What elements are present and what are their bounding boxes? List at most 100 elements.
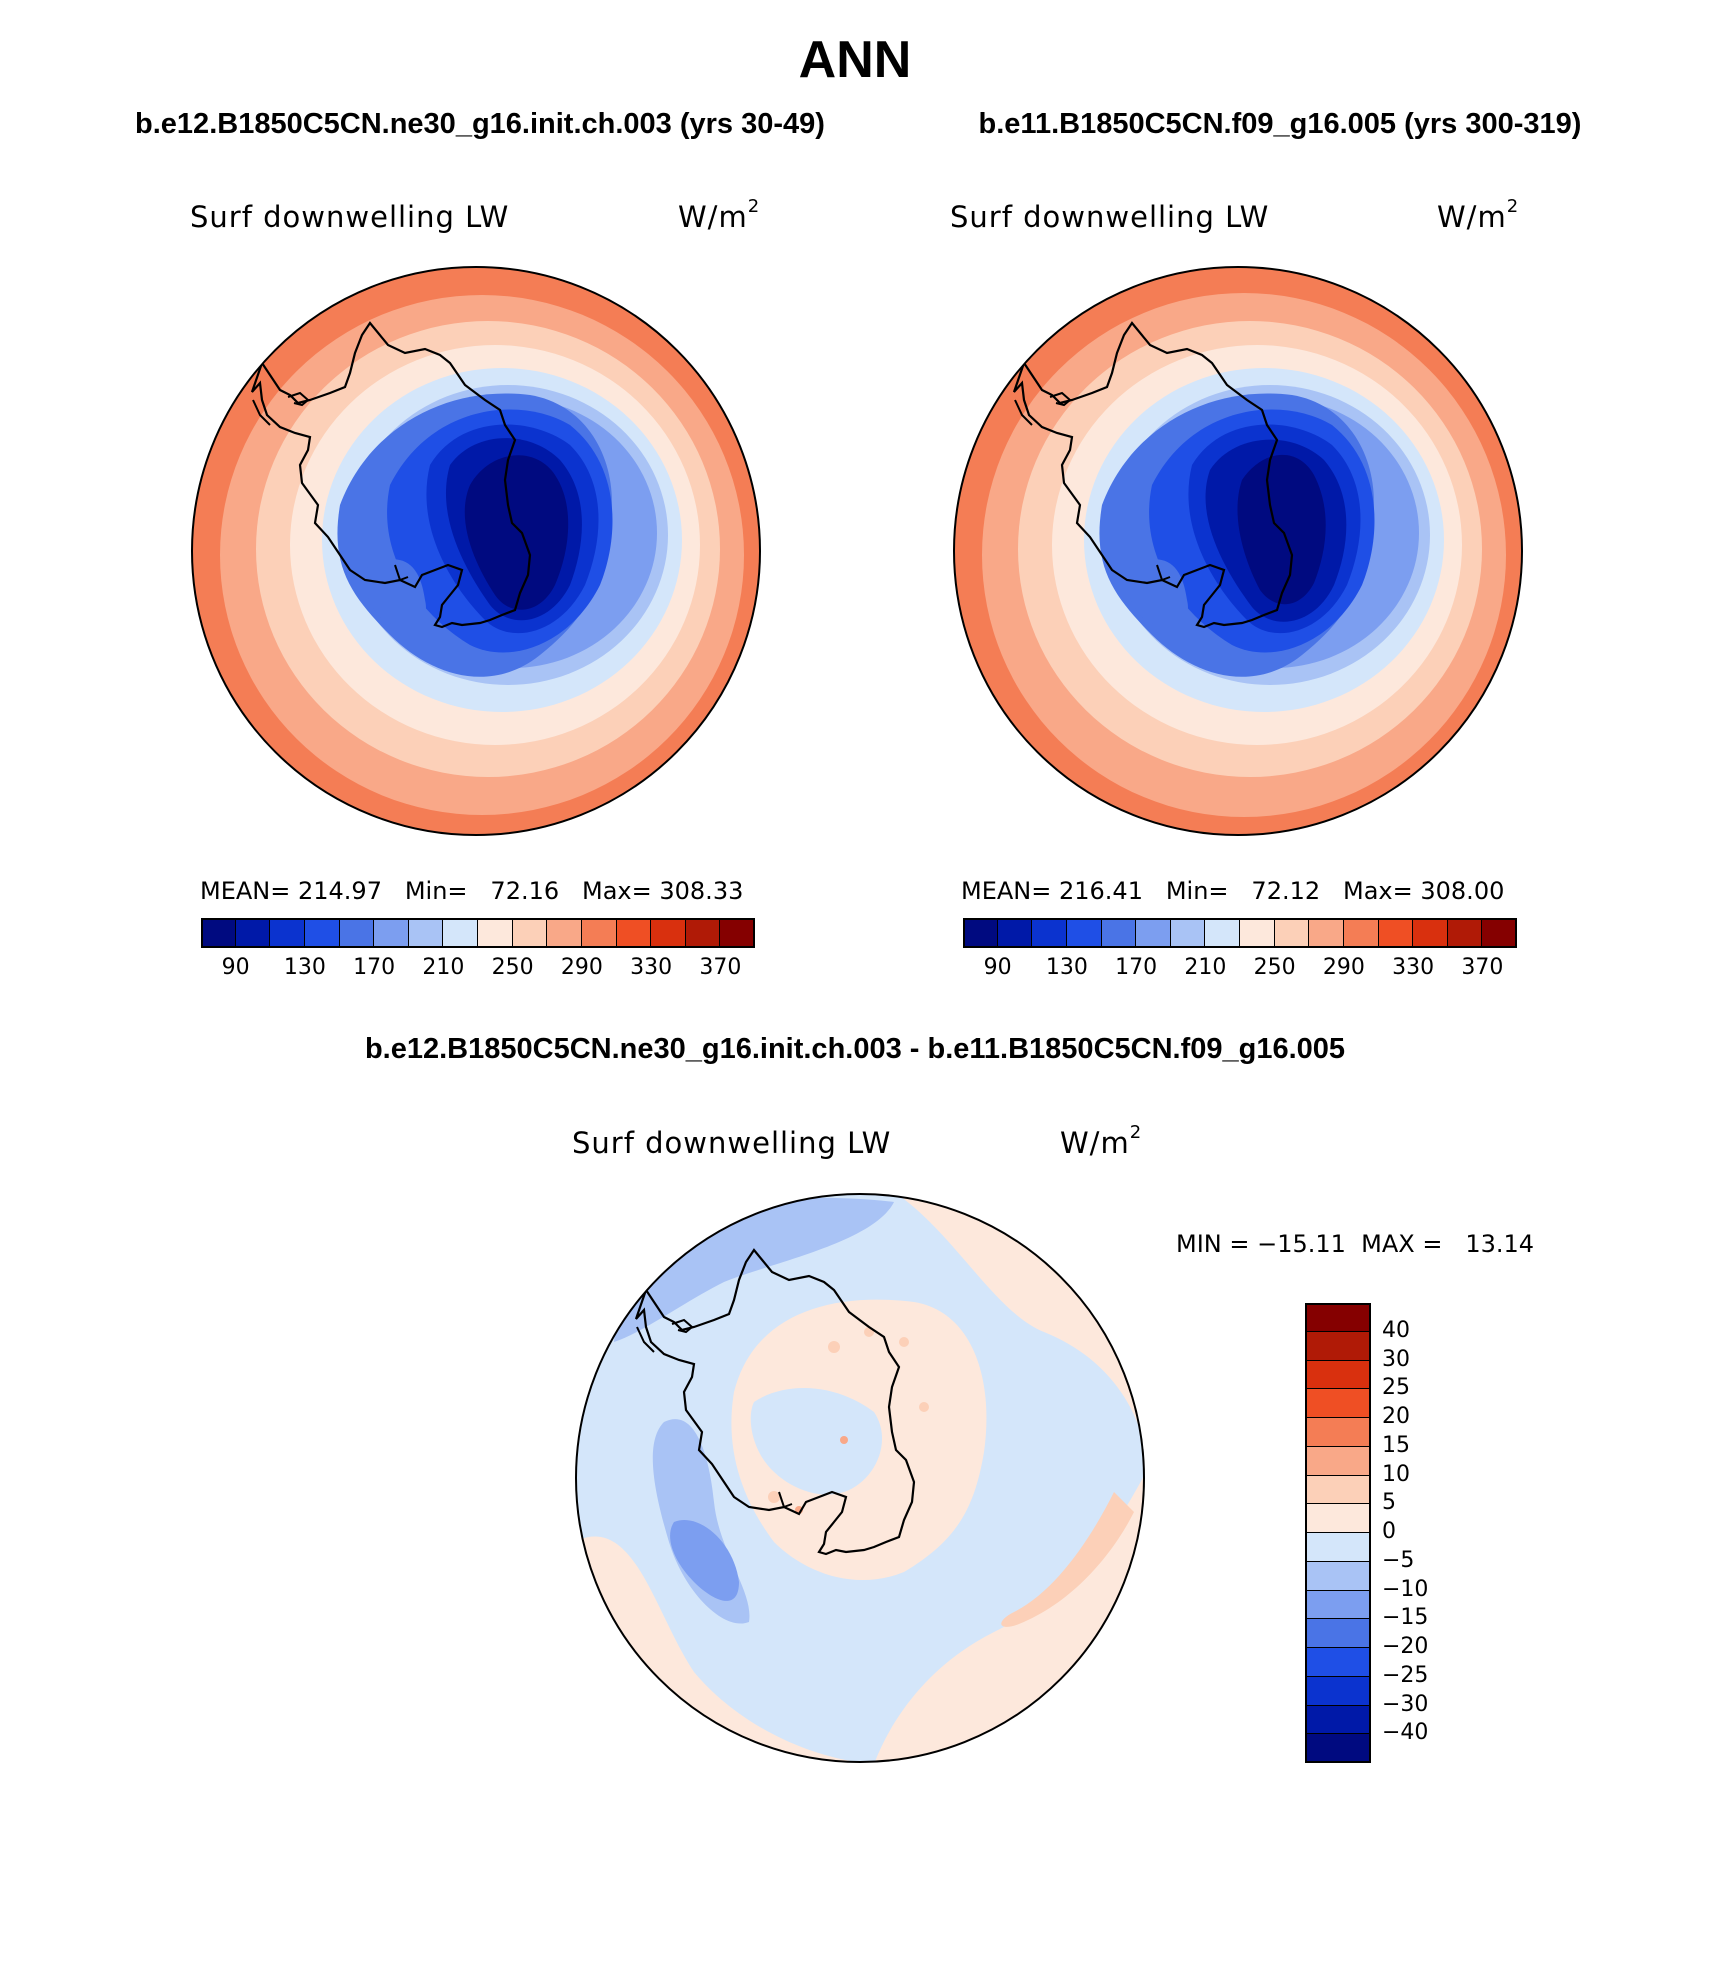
colorbar-swatch <box>1305 1705 1371 1735</box>
colorbar-tick-label: 20 <box>1382 1404 1410 1429</box>
panel-b-variable: Surf downwelling LW <box>950 200 1270 234</box>
colorbar-frame <box>963 918 1517 948</box>
colorbar-tick-label: 90 <box>983 955 1012 980</box>
colorbar-swatch <box>1309 918 1344 948</box>
colorbar-tick-label: 0 <box>1382 1519 1396 1544</box>
colorbar-tick-label: 30 <box>1382 1346 1410 1372</box>
diff-title: b.e12.B1850C5CN.ne30_g16.init.ch.003 - b… <box>364 1033 1346 1065</box>
colorbar-tick-label: −10 <box>1382 1576 1429 1602</box>
colorbar-swatch <box>1305 1561 1371 1591</box>
colorbar-tick-label: 15 <box>1382 1432 1410 1458</box>
colorbar-swatch <box>1305 1418 1371 1447</box>
colorbar-swatch <box>1305 1590 1371 1620</box>
colorbar-tick-label: 210 <box>1184 955 1227 980</box>
colorbar-swatch <box>1482 918 1517 948</box>
colorbar-tick-label: 370 <box>699 955 742 980</box>
colorbar-panel-a-ticks: 90 130 170 210 250 290 330 370 <box>201 955 755 985</box>
panel-a-units: W/m2 <box>678 196 761 234</box>
colorbar-tick-label: 330 <box>1392 955 1435 980</box>
colorbar-tick-label: 250 <box>491 955 534 980</box>
colorbar-swatch <box>270 918 305 948</box>
colorbar-swatch <box>304 918 340 948</box>
colorbar-swatch <box>1305 1676 1371 1706</box>
colorbar-swatch <box>1305 1303 1371 1332</box>
colorbar-swatch <box>547 918 582 948</box>
colorbar-tick-label: −40 <box>1382 1720 1429 1746</box>
colorbar-swatch <box>685 918 721 948</box>
colorbar-swatch <box>963 918 998 948</box>
colorbar-tick-label: −30 <box>1382 1691 1429 1717</box>
colorbar-panel-b-ticks: 90 130 170 210 250 290 330 370 <box>963 955 1517 985</box>
panel-diff-variable: Surf downwelling LW <box>572 1126 892 1160</box>
map-panel-a <box>190 265 762 837</box>
panel-a-variable: Surf downwelling LW <box>190 200 510 234</box>
colorbar-swatch <box>443 918 478 948</box>
panel-diff-stats: MIN = −15.11 MAX = 13.14 <box>1176 1230 1535 1258</box>
colorbar-swatch <box>1101 918 1137 948</box>
case-b-title: b.e11.B1850C5CN.f09_g16.005 (yrs 300-319… <box>978 108 1582 140</box>
colorbar-panel-a <box>201 918 755 948</box>
panel-b-units: W/m2 <box>1437 196 1520 234</box>
colorbar-swatch <box>581 918 617 948</box>
colorbar-swatch <box>1240 918 1275 948</box>
colorbar-tick-label: 5 <box>1382 1490 1396 1516</box>
colorbar-tick-label: −5 <box>1382 1547 1415 1573</box>
colorbar-tick-label: −20 <box>1382 1634 1429 1659</box>
case-a-title: b.e12.B1850C5CN.ne30_g16.init.ch.003 (yr… <box>135 108 825 140</box>
panel-b-stats: MEAN= 216.41 Min= 72.12 Max= 308.00 <box>961 877 1505 905</box>
colorbar-tick-label: 25 <box>1382 1375 1410 1401</box>
colorbar-swatch <box>1305 1475 1371 1505</box>
colorbar-swatch <box>235 918 271 948</box>
colorbar-tick-label: 170 <box>353 955 396 980</box>
colorbar-swatch <box>201 918 236 948</box>
colorbar-swatch <box>1274 918 1310 948</box>
colorbar-panel-b <box>963 918 1517 948</box>
colorbar-tick-label: 290 <box>560 955 603 980</box>
colorbar-tick-label: 130 <box>283 955 326 980</box>
colorbar-tick-label: 250 <box>1253 955 1296 980</box>
colorbar-swatch <box>1305 1360 1371 1390</box>
colorbar-swatch <box>1413 918 1448 948</box>
colorbar-tick-label: 210 <box>422 955 465 980</box>
colorbar-swatch <box>997 918 1033 948</box>
colorbar-tick-label: 170 <box>1115 955 1158 980</box>
colorbar-swatch <box>1378 918 1414 948</box>
colorbar-swatch <box>651 918 686 948</box>
colorbar-swatch <box>1305 1648 1371 1677</box>
colorbar-swatch <box>1205 918 1240 948</box>
colorbar-swatch <box>1305 1389 1371 1418</box>
colorbar-diff-ticks: 40 30 25 20 15 10 5 0 −5 −10 −15 −20 −25 −30 −40 <box>1382 1303 1482 1763</box>
colorbar-tick-label: 40 <box>1382 1317 1410 1343</box>
colorbar-swatch <box>339 918 375 948</box>
page-title: ANN <box>798 31 912 89</box>
colorbar-swatch <box>1170 918 1206 948</box>
colorbar-tick-label: 370 <box>1461 955 1504 980</box>
colorbar-swatch <box>1305 1619 1371 1648</box>
colorbar-swatch <box>408 918 444 948</box>
colorbar-tick-label: 130 <box>1045 955 1088 980</box>
map-panel-b <box>952 265 1524 837</box>
colorbar-swatch <box>1447 918 1483 948</box>
colorbar-swatch <box>478 918 513 948</box>
colorbar-tick-label: 290 <box>1322 955 1365 980</box>
panel-diff-units: W/m2 <box>1060 1122 1143 1160</box>
colorbar-swatch <box>1066 918 1102 948</box>
colorbar-swatch <box>374 918 409 948</box>
colorbar-swatch <box>1305 1734 1371 1763</box>
map-panel-diff <box>574 1192 1146 1764</box>
colorbar-swatch <box>1032 918 1067 948</box>
colorbar-tick-label: 90 <box>221 955 250 980</box>
colorbar-swatch <box>1343 918 1379 948</box>
colorbar-swatch <box>1305 1446 1371 1476</box>
colorbar-diff <box>1305 1303 1371 1763</box>
colorbar-swatch <box>512 918 548 948</box>
colorbar-swatch <box>616 918 652 948</box>
colorbar-tick-label: 330 <box>630 955 673 980</box>
colorbar-swatch <box>1305 1504 1371 1533</box>
colorbar-tick-label: −25 <box>1382 1662 1429 1688</box>
colorbar-swatch <box>1305 1331 1371 1361</box>
colorbar-frame <box>1305 1303 1371 1763</box>
colorbar-tick-label: −15 <box>1382 1605 1429 1631</box>
colorbar-swatch <box>1136 918 1171 948</box>
panel-a-stats: MEAN= 214.97 Min= 72.16 Max= 308.33 <box>200 877 744 905</box>
